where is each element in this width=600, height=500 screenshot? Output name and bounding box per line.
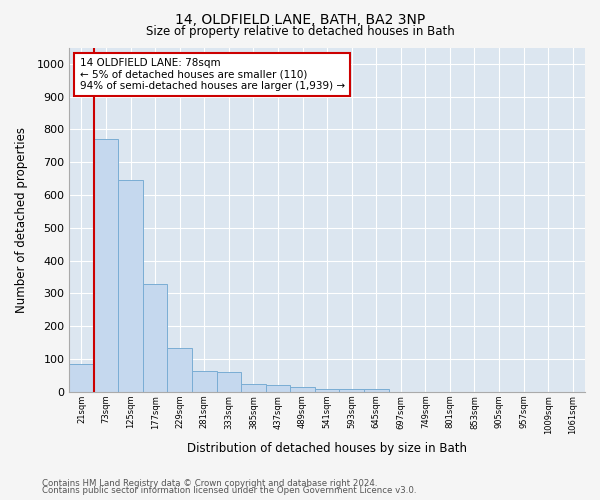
Bar: [290, 387, 315, 392]
Bar: [266, 386, 290, 392]
Text: Contains HM Land Registry data © Crown copyright and database right 2024.: Contains HM Land Registry data © Crown c…: [42, 478, 377, 488]
Bar: [69, 364, 94, 392]
Bar: [94, 140, 118, 392]
Bar: [364, 388, 389, 392]
Bar: [241, 384, 266, 392]
Bar: [143, 284, 167, 392]
Bar: [167, 348, 192, 392]
Bar: [192, 370, 217, 392]
X-axis label: Distribution of detached houses by size in Bath: Distribution of detached houses by size …: [187, 442, 467, 455]
Bar: [118, 180, 143, 392]
Bar: [315, 388, 340, 392]
Text: 14 OLDFIELD LANE: 78sqm
← 5% of detached houses are smaller (110)
94% of semi-de: 14 OLDFIELD LANE: 78sqm ← 5% of detached…: [80, 58, 344, 91]
Text: Size of property relative to detached houses in Bath: Size of property relative to detached ho…: [146, 25, 454, 38]
Text: 14, OLDFIELD LANE, BATH, BA2 3NP: 14, OLDFIELD LANE, BATH, BA2 3NP: [175, 12, 425, 26]
Bar: [340, 388, 364, 392]
Y-axis label: Number of detached properties: Number of detached properties: [15, 126, 28, 312]
Text: Contains public sector information licensed under the Open Government Licence v3: Contains public sector information licen…: [42, 486, 416, 495]
Bar: [217, 372, 241, 392]
